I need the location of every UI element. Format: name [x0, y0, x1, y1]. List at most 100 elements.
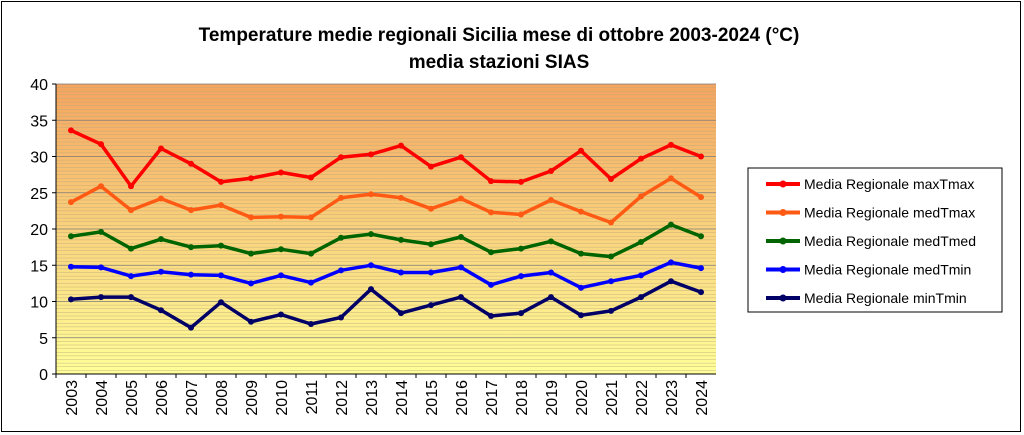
data-point	[128, 183, 134, 190]
data-point	[428, 205, 434, 212]
data-point	[398, 269, 404, 276]
data-point	[698, 233, 704, 240]
x-tick-label: 2009	[244, 380, 261, 416]
data-point	[248, 175, 254, 182]
data-point	[698, 265, 704, 272]
legend-marker	[779, 237, 787, 245]
y-tick-label: 15	[30, 258, 48, 275]
data-point	[98, 264, 104, 271]
data-point	[278, 246, 284, 253]
data-point	[698, 289, 704, 296]
x-tick-label: 2011	[304, 380, 321, 415]
data-point	[158, 236, 164, 243]
data-point	[458, 195, 464, 202]
y-tick-label: 5	[39, 331, 48, 348]
data-point	[608, 219, 614, 226]
data-point	[218, 272, 224, 279]
data-point	[458, 154, 464, 161]
data-point	[548, 197, 554, 203]
data-point	[218, 242, 224, 249]
data-point	[338, 154, 344, 161]
data-point	[548, 269, 554, 276]
data-point	[698, 153, 704, 160]
series-group	[68, 175, 704, 226]
data-point	[518, 245, 524, 252]
data-point	[98, 141, 104, 148]
data-point	[668, 141, 674, 148]
y-tick-label: 20	[30, 222, 48, 239]
data-point	[68, 233, 74, 240]
series-line	[70, 128, 702, 188]
data-point	[68, 199, 74, 206]
data-point	[368, 231, 374, 238]
data-point	[248, 318, 254, 325]
data-point	[308, 279, 314, 286]
data-point	[248, 250, 254, 257]
data-point	[608, 278, 614, 285]
data-point	[458, 294, 464, 301]
data-point	[638, 239, 644, 246]
x-tick-label: 2010	[274, 380, 291, 416]
data-point	[188, 160, 194, 167]
series-lines	[68, 127, 704, 331]
x-tick-label: 2015	[424, 380, 441, 416]
data-point	[98, 183, 104, 190]
x-tick-label: 2006	[154, 380, 171, 416]
data-point	[668, 278, 674, 285]
legend-label: Media Regionale medTmed	[804, 233, 976, 249]
chart-title: Temperature medie regionali Sicilia mese…	[199, 25, 800, 46]
x-tick-label: 2022	[634, 380, 651, 416]
data-point	[608, 307, 614, 314]
legend-marker	[779, 180, 787, 188]
legend-marker	[779, 209, 787, 216]
x-tick-label: 2003	[64, 380, 81, 416]
data-point	[488, 178, 494, 185]
legend: Media Regionale maxTmax Media Regionale m…	[766, 176, 976, 306]
data-point	[548, 238, 554, 245]
data-point	[428, 302, 434, 309]
x-tick-label: 2014	[394, 380, 411, 416]
series-line	[70, 260, 702, 290]
y-tick-label: 30	[30, 150, 48, 167]
data-point	[278, 311, 284, 318]
data-point	[638, 294, 644, 301]
x-tick-label: 2012	[334, 380, 351, 416]
data-point	[608, 253, 614, 260]
legend-marker	[779, 294, 787, 302]
data-point	[308, 250, 314, 257]
legend-label: Media Regionale medTmin	[804, 262, 971, 278]
x-axis-ticks: 2003 2004 2005 2006 2007 2008 2009 2010 2011 2012…	[55, 374, 711, 416]
data-point	[68, 296, 74, 303]
data-point	[638, 155, 644, 162]
data-point	[68, 127, 74, 134]
series-group	[68, 278, 704, 331]
data-point	[218, 202, 224, 209]
series-group	[68, 259, 704, 291]
x-tick-label: 2005	[124, 380, 141, 416]
chart-subtitle: media stazioni SIAS	[409, 52, 590, 73]
series-line	[70, 176, 702, 225]
series-line	[70, 279, 702, 330]
x-tick-label: 2019	[544, 380, 561, 416]
series-group	[68, 221, 704, 260]
data-point	[518, 211, 524, 218]
data-point	[218, 299, 224, 306]
x-tick-label: 2023	[664, 380, 681, 416]
data-point	[188, 324, 194, 331]
y-axis-ticks: 0 5 10 15 20 25 30 35 40	[30, 77, 56, 384]
data-point	[338, 194, 344, 201]
x-tick-label: 2008	[214, 380, 231, 416]
x-tick-label: 2004	[94, 380, 111, 416]
data-point	[578, 284, 584, 291]
data-point	[308, 320, 314, 327]
data-point	[548, 168, 554, 174]
data-point	[668, 259, 674, 266]
data-point	[368, 151, 374, 158]
y-tick-label: 25	[30, 186, 48, 203]
legend-marker	[779, 266, 787, 273]
data-point	[488, 313, 494, 319]
data-point	[398, 142, 404, 149]
x-tick-label: 2016	[454, 380, 471, 416]
